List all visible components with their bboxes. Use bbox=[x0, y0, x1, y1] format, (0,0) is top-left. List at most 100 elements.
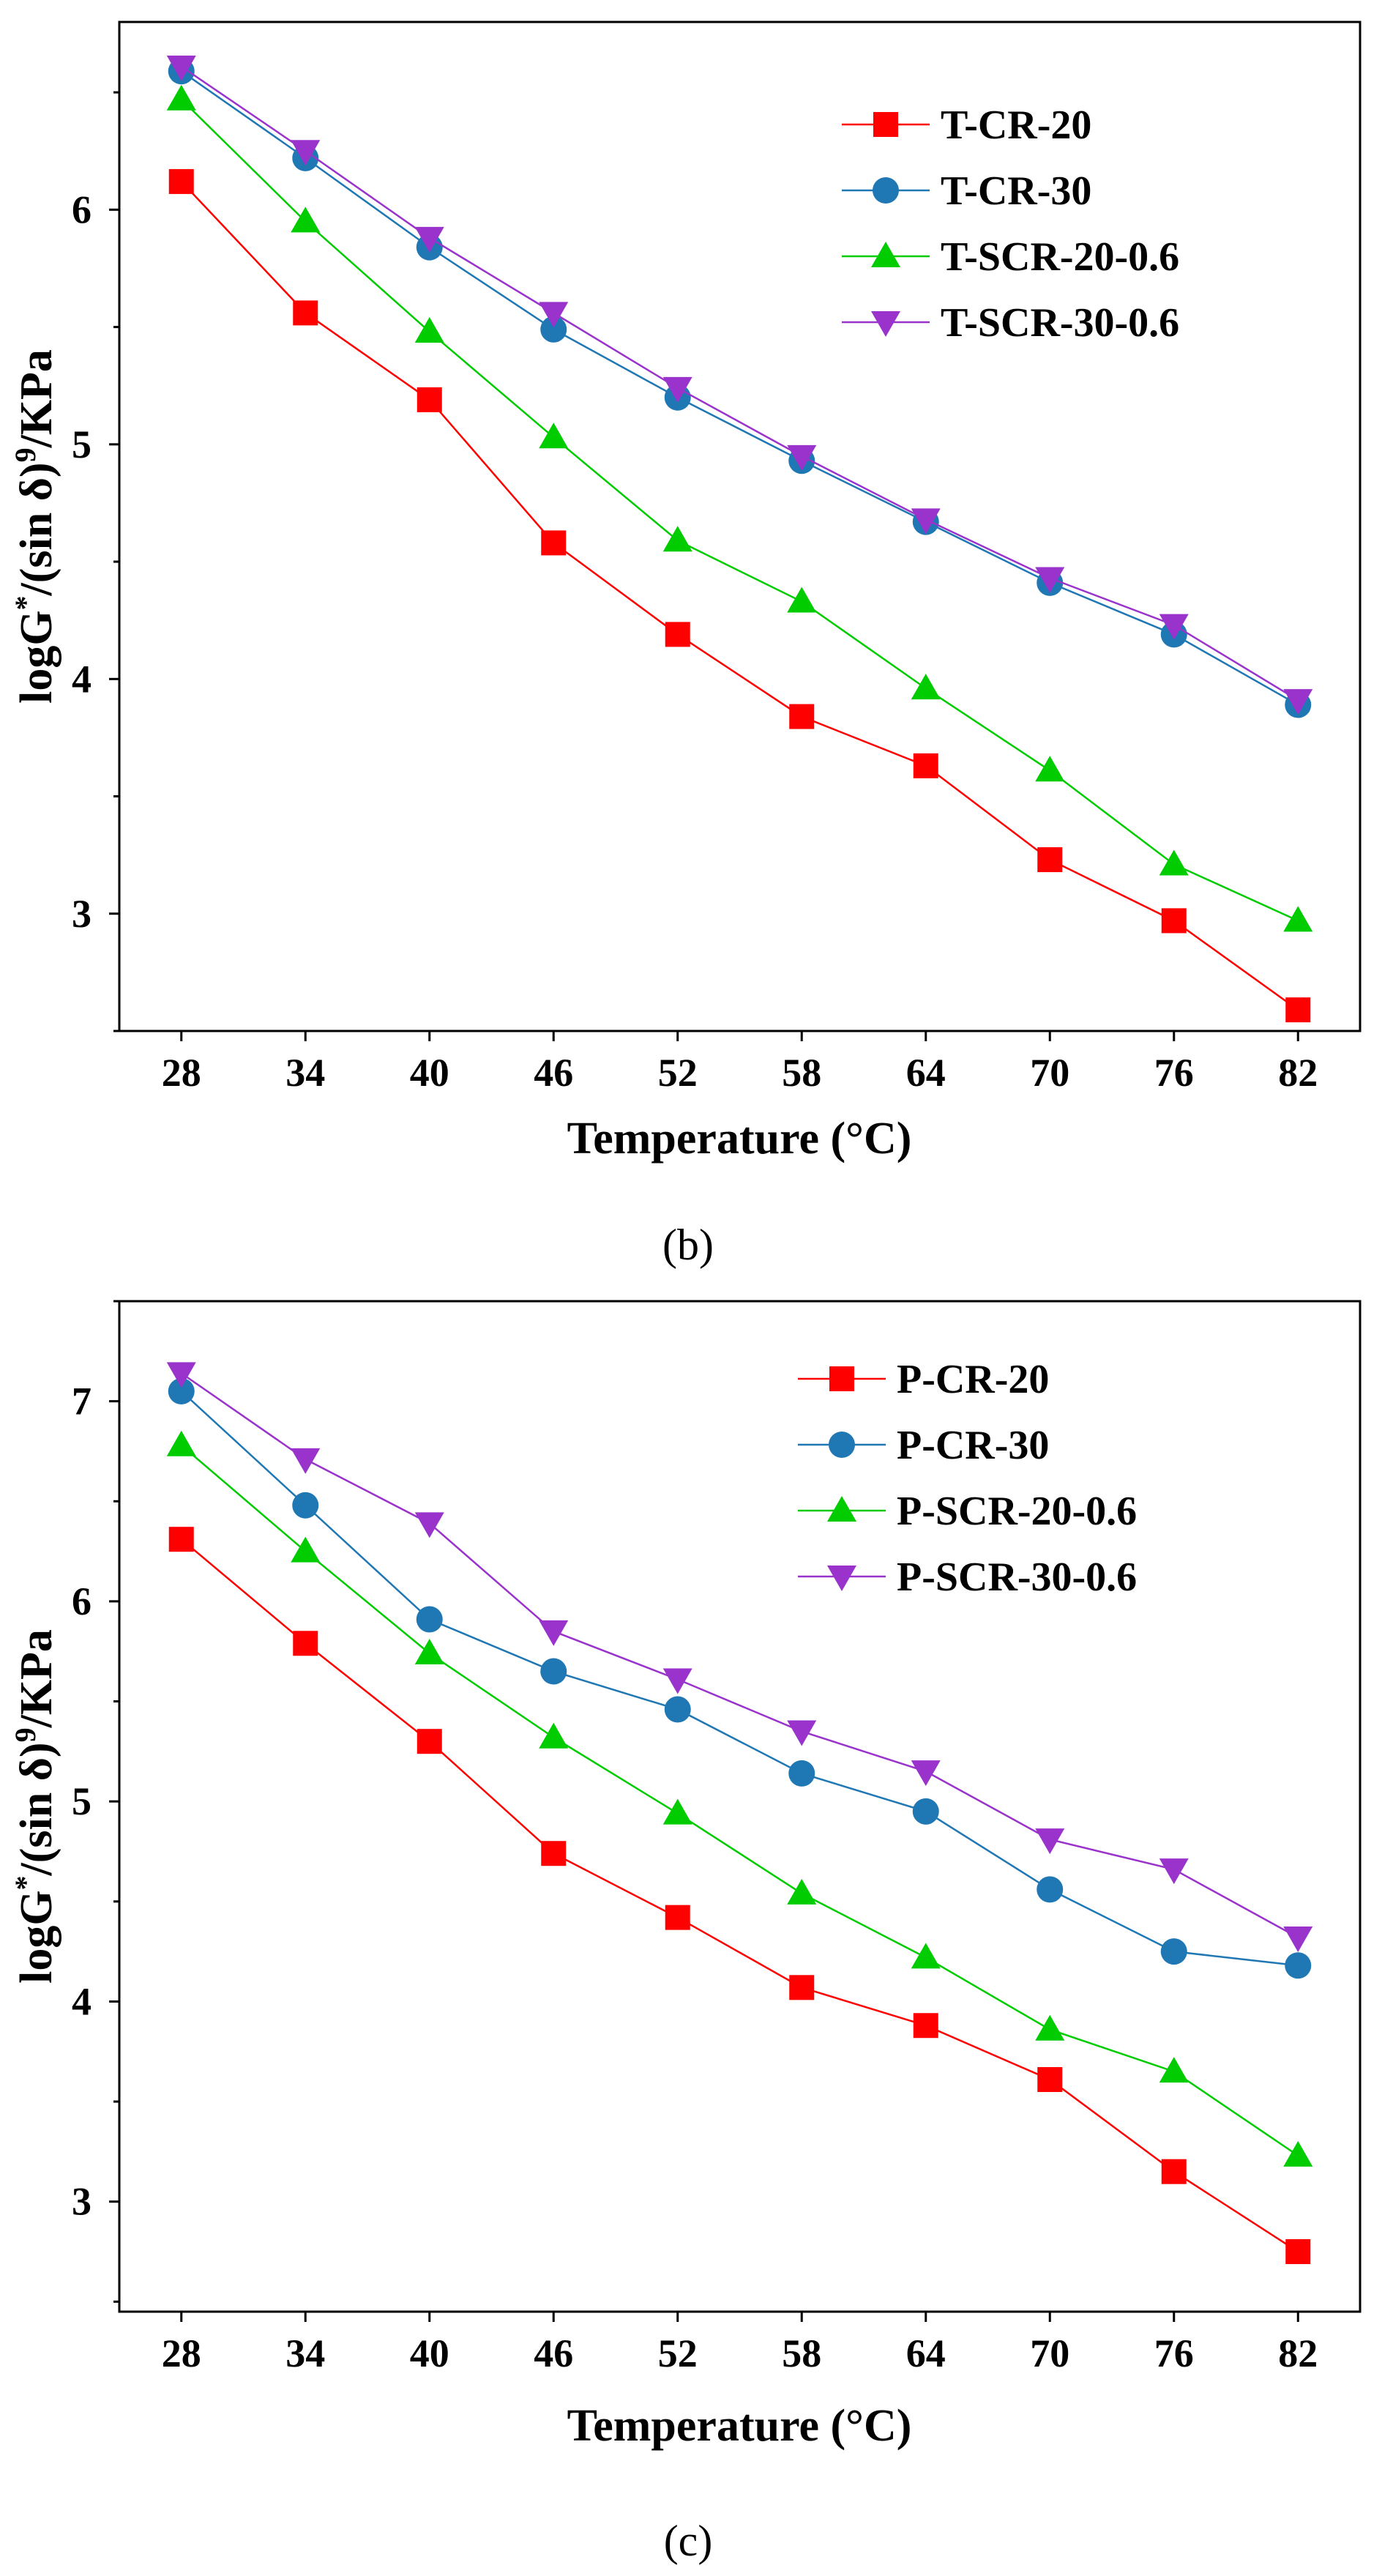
legend-item: P-SCR-30-0.6 bbox=[798, 1555, 1137, 1600]
data-point bbox=[1037, 1876, 1064, 1903]
y-tick-label: 6 bbox=[72, 1579, 92, 1623]
y-tick-label: 7 bbox=[72, 1380, 92, 1423]
data-point bbox=[664, 1696, 691, 1723]
data-point bbox=[1037, 847, 1063, 873]
data-point bbox=[662, 376, 692, 403]
data-point bbox=[1161, 908, 1187, 934]
y-axis-ticks: 3 4 5 6 7 bbox=[72, 1300, 119, 2303]
legend-marker bbox=[871, 242, 900, 267]
plot-frame bbox=[118, 1300, 1362, 2313]
series-line bbox=[181, 70, 1299, 706]
data-point bbox=[1285, 997, 1311, 1023]
data-point bbox=[291, 1536, 321, 1563]
legend-item: T-SCR-30-0.6 bbox=[842, 300, 1179, 346]
panel-label: (c) bbox=[664, 2517, 713, 2565]
y-tick-label: 5 bbox=[72, 1779, 92, 1823]
legend-marker bbox=[829, 1432, 855, 1458]
legend-label: P-CR-30 bbox=[897, 1423, 1049, 1468]
x-tick-label: 82 bbox=[1278, 1051, 1318, 1095]
data-point bbox=[168, 1377, 195, 1404]
series-p-cr-20 bbox=[168, 1527, 1311, 2265]
data-point bbox=[414, 317, 444, 343]
data-point bbox=[1283, 2140, 1313, 2167]
series-t-cr-20 bbox=[168, 168, 1311, 1023]
legend-item: P-SCR-20-0.6 bbox=[798, 1489, 1137, 1534]
legend-marker bbox=[827, 1566, 856, 1591]
x-axis-title: Temperature (°C) bbox=[567, 2401, 912, 2451]
data-point bbox=[1283, 1926, 1313, 1952]
series-line bbox=[181, 1372, 1299, 1939]
legend-item: P-CR-30 bbox=[798, 1423, 1049, 1468]
legend-label: T-CR-20 bbox=[941, 103, 1091, 148]
data-point bbox=[787, 444, 817, 471]
data-point bbox=[541, 530, 567, 556]
data-point bbox=[787, 1720, 817, 1746]
data-point bbox=[291, 140, 321, 166]
legend-marker bbox=[871, 311, 900, 337]
data-point bbox=[787, 1878, 817, 1905]
series-line bbox=[180, 1391, 1299, 1967]
data-point bbox=[168, 1527, 194, 1552]
y-tick-label: 3 bbox=[72, 892, 92, 936]
data-point bbox=[539, 1722, 569, 1749]
series-line bbox=[180, 1444, 1299, 2156]
x-tick-label: 52 bbox=[658, 1051, 698, 1095]
data-point bbox=[911, 1760, 941, 1787]
series-line bbox=[181, 65, 1299, 701]
y-tick-label: 4 bbox=[72, 1979, 92, 2023]
data-point bbox=[1283, 906, 1313, 932]
data-point bbox=[912, 1798, 939, 1825]
y-tick-label: 6 bbox=[72, 187, 92, 231]
x-tick-label: 70 bbox=[1030, 2331, 1069, 2375]
legend-marker bbox=[829, 1366, 854, 1391]
x-tick-label: 52 bbox=[658, 2331, 698, 2375]
data-point bbox=[1161, 2159, 1187, 2184]
data-point bbox=[166, 84, 196, 111]
series-line bbox=[180, 181, 1299, 1011]
data-point bbox=[166, 1430, 196, 1456]
data-point bbox=[291, 1448, 321, 1474]
legend-marker bbox=[873, 177, 899, 204]
data-point bbox=[665, 622, 690, 647]
x-tick-label: 58 bbox=[782, 2331, 821, 2375]
x-tick-label: 34 bbox=[285, 2331, 325, 2375]
x-tick-label: 28 bbox=[162, 2331, 201, 2375]
panel-label: (b) bbox=[662, 1221, 714, 1269]
data-point bbox=[913, 753, 938, 778]
x-axis-ticks: 28 34 40 46 52 58 64 70 76 82 bbox=[162, 1031, 1318, 1095]
series-line bbox=[180, 1538, 1299, 2253]
data-point bbox=[665, 1905, 690, 1930]
data-point bbox=[789, 1975, 815, 2000]
data-point bbox=[911, 674, 941, 700]
x-tick-label: 46 bbox=[534, 2331, 573, 2375]
data-point bbox=[789, 704, 815, 729]
data-point bbox=[417, 387, 442, 412]
data-point bbox=[414, 1638, 444, 1664]
data-point bbox=[540, 316, 567, 343]
x-axis-ticks: 28 34 40 46 52 58 64 70 76 82 bbox=[162, 2312, 1318, 2375]
x-tick-label: 46 bbox=[534, 1051, 573, 1095]
legend-item: T-CR-20 bbox=[842, 103, 1091, 148]
x-tick-label: 64 bbox=[906, 2331, 946, 2375]
data-point bbox=[662, 1798, 692, 1825]
data-point bbox=[1159, 1858, 1189, 1885]
data-point bbox=[1160, 1938, 1187, 1965]
data-point bbox=[913, 2013, 938, 2039]
legend-label: T-SCR-30-0.6 bbox=[941, 300, 1179, 346]
data-point bbox=[788, 1760, 815, 1787]
y-axis-title: logG*/(sin δ)9/KPa bbox=[9, 1629, 61, 1984]
series-line bbox=[180, 98, 1299, 922]
legend-item: T-CR-30 bbox=[842, 168, 1091, 214]
data-point bbox=[1035, 1828, 1065, 1855]
data-point bbox=[1035, 756, 1065, 782]
x-tick-label: 40 bbox=[410, 1051, 449, 1095]
data-point bbox=[1037, 2067, 1063, 2093]
data-point bbox=[293, 1631, 318, 1656]
x-tick-label: 64 bbox=[906, 1051, 946, 1095]
data-point bbox=[291, 206, 321, 233]
data-point bbox=[166, 55, 196, 81]
legend-label: P-SCR-30-0.6 bbox=[897, 1555, 1137, 1600]
data-point bbox=[539, 302, 569, 328]
